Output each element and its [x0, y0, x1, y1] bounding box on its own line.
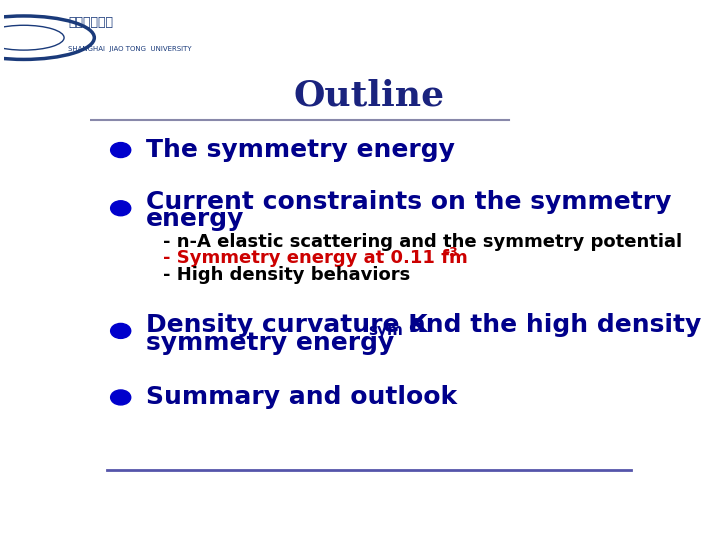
Text: sym: sym: [368, 322, 402, 338]
Text: Density curvature K: Density curvature K: [145, 313, 428, 336]
Text: Summary and outlook: Summary and outlook: [145, 386, 457, 409]
Text: energy: energy: [145, 207, 244, 231]
Text: 上海交通大学: 上海交通大学: [68, 16, 113, 29]
Circle shape: [111, 201, 131, 216]
Text: and the high density: and the high density: [400, 313, 701, 336]
Text: SHANGHAI  JIAO TONG  UNIVERSITY: SHANGHAI JIAO TONG UNIVERSITY: [68, 46, 192, 52]
Text: - Symmetry energy at 0.11 fm: - Symmetry energy at 0.11 fm: [163, 249, 467, 267]
Text: Current constraints on the symmetry: Current constraints on the symmetry: [145, 190, 671, 214]
Text: -3: -3: [444, 246, 458, 259]
Text: symmetry energy: symmetry energy: [145, 332, 394, 355]
Circle shape: [111, 323, 131, 339]
Text: The symmetry energy: The symmetry energy: [145, 138, 454, 162]
Circle shape: [111, 390, 131, 405]
Text: - High density behaviors: - High density behaviors: [163, 266, 410, 284]
Text: Outline: Outline: [294, 79, 444, 113]
Circle shape: [111, 143, 131, 158]
Text: - n-A elastic scattering and the symmetry potential: - n-A elastic scattering and the symmetr…: [163, 233, 682, 251]
